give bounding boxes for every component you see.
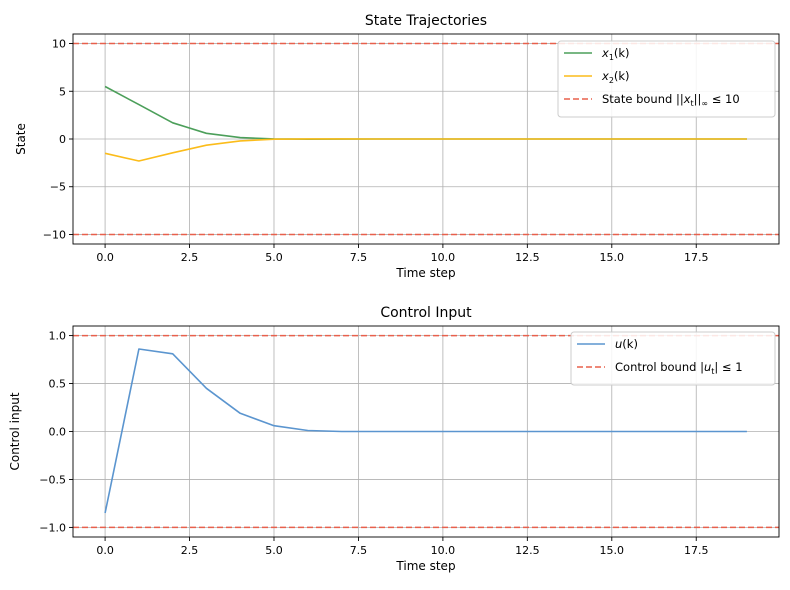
x-tick-label: 7.5 — [350, 251, 368, 264]
legend-label: State bound ||xt||∞ ≤ 10 — [602, 92, 740, 108]
legend: x1(k) x2(k) State bound ||xt||∞ ≤ 10 — [557, 40, 776, 118]
chart-title: Control Input — [380, 305, 472, 321]
x-tick-label: 17.5 — [684, 251, 709, 264]
x-axis-label: Time step — [395, 266, 455, 280]
y-tick-label: −10 — [43, 228, 66, 241]
y-tick-label: −0.5 — [39, 473, 66, 486]
legend-box — [570, 331, 776, 386]
legend-label: u(k) — [615, 337, 638, 351]
y-tick-label: 10 — [52, 38, 66, 51]
legend-label: x1(k) — [601, 46, 630, 62]
x-tick-label: 15.0 — [600, 544, 625, 557]
y-tick-label: −1.0 — [39, 521, 66, 534]
legend-label: x2(k) — [601, 69, 630, 85]
y-axis-label: State — [14, 123, 28, 155]
x-axis-label: Time step — [395, 559, 455, 573]
x-tick-label: 17.5 — [684, 544, 709, 557]
x-tick-label: 12.5 — [515, 544, 540, 557]
y-tick-label: 5 — [59, 85, 66, 98]
x-tick-label: 5.0 — [265, 544, 283, 557]
chart-panel-1: 0.0 2.5 5.0 7.5 10.0 12.5 15.0 17.5 −10 −5 0 5 10 Sta… — [14, 13, 780, 280]
x-tick-label: 10.0 — [431, 251, 456, 264]
legend-box — [557, 40, 776, 118]
x-tick-label: 2.5 — [181, 544, 199, 557]
legend: u(k) Control bound |ut| ≤ 1 — [570, 331, 776, 386]
series-line — [104, 348, 747, 514]
y-tick-label: 0.0 — [49, 426, 67, 439]
x-tick-label: 2.5 — [181, 251, 199, 264]
x-tick-label: 10.0 — [431, 544, 456, 557]
y-tick-label: −5 — [50, 181, 66, 194]
x-tick-label: 7.5 — [350, 544, 368, 557]
x-tick-label: 12.5 — [515, 251, 540, 264]
y-tick-label: 0.5 — [49, 378, 67, 391]
y-tick-label: 0 — [59, 133, 66, 146]
chart-title: State Trajectories — [365, 13, 487, 29]
series-line — [104, 138, 747, 162]
x-tick-label: 15.0 — [600, 251, 625, 264]
legend-label: Control bound |ut| ≤ 1 — [615, 360, 743, 376]
y-tick-label: 1.0 — [49, 330, 67, 343]
y-axis-label: Control input — [8, 392, 22, 470]
x-tick-label: 5.0 — [265, 251, 283, 264]
x-tick-label: 0.0 — [96, 251, 114, 264]
x-tick-label: 0.0 — [96, 544, 114, 557]
chart-panel-2: 0.0 2.5 5.0 7.5 10.0 12.5 15.0 17.5 −1.0 −0.5 0.0 0… — [8, 305, 780, 573]
